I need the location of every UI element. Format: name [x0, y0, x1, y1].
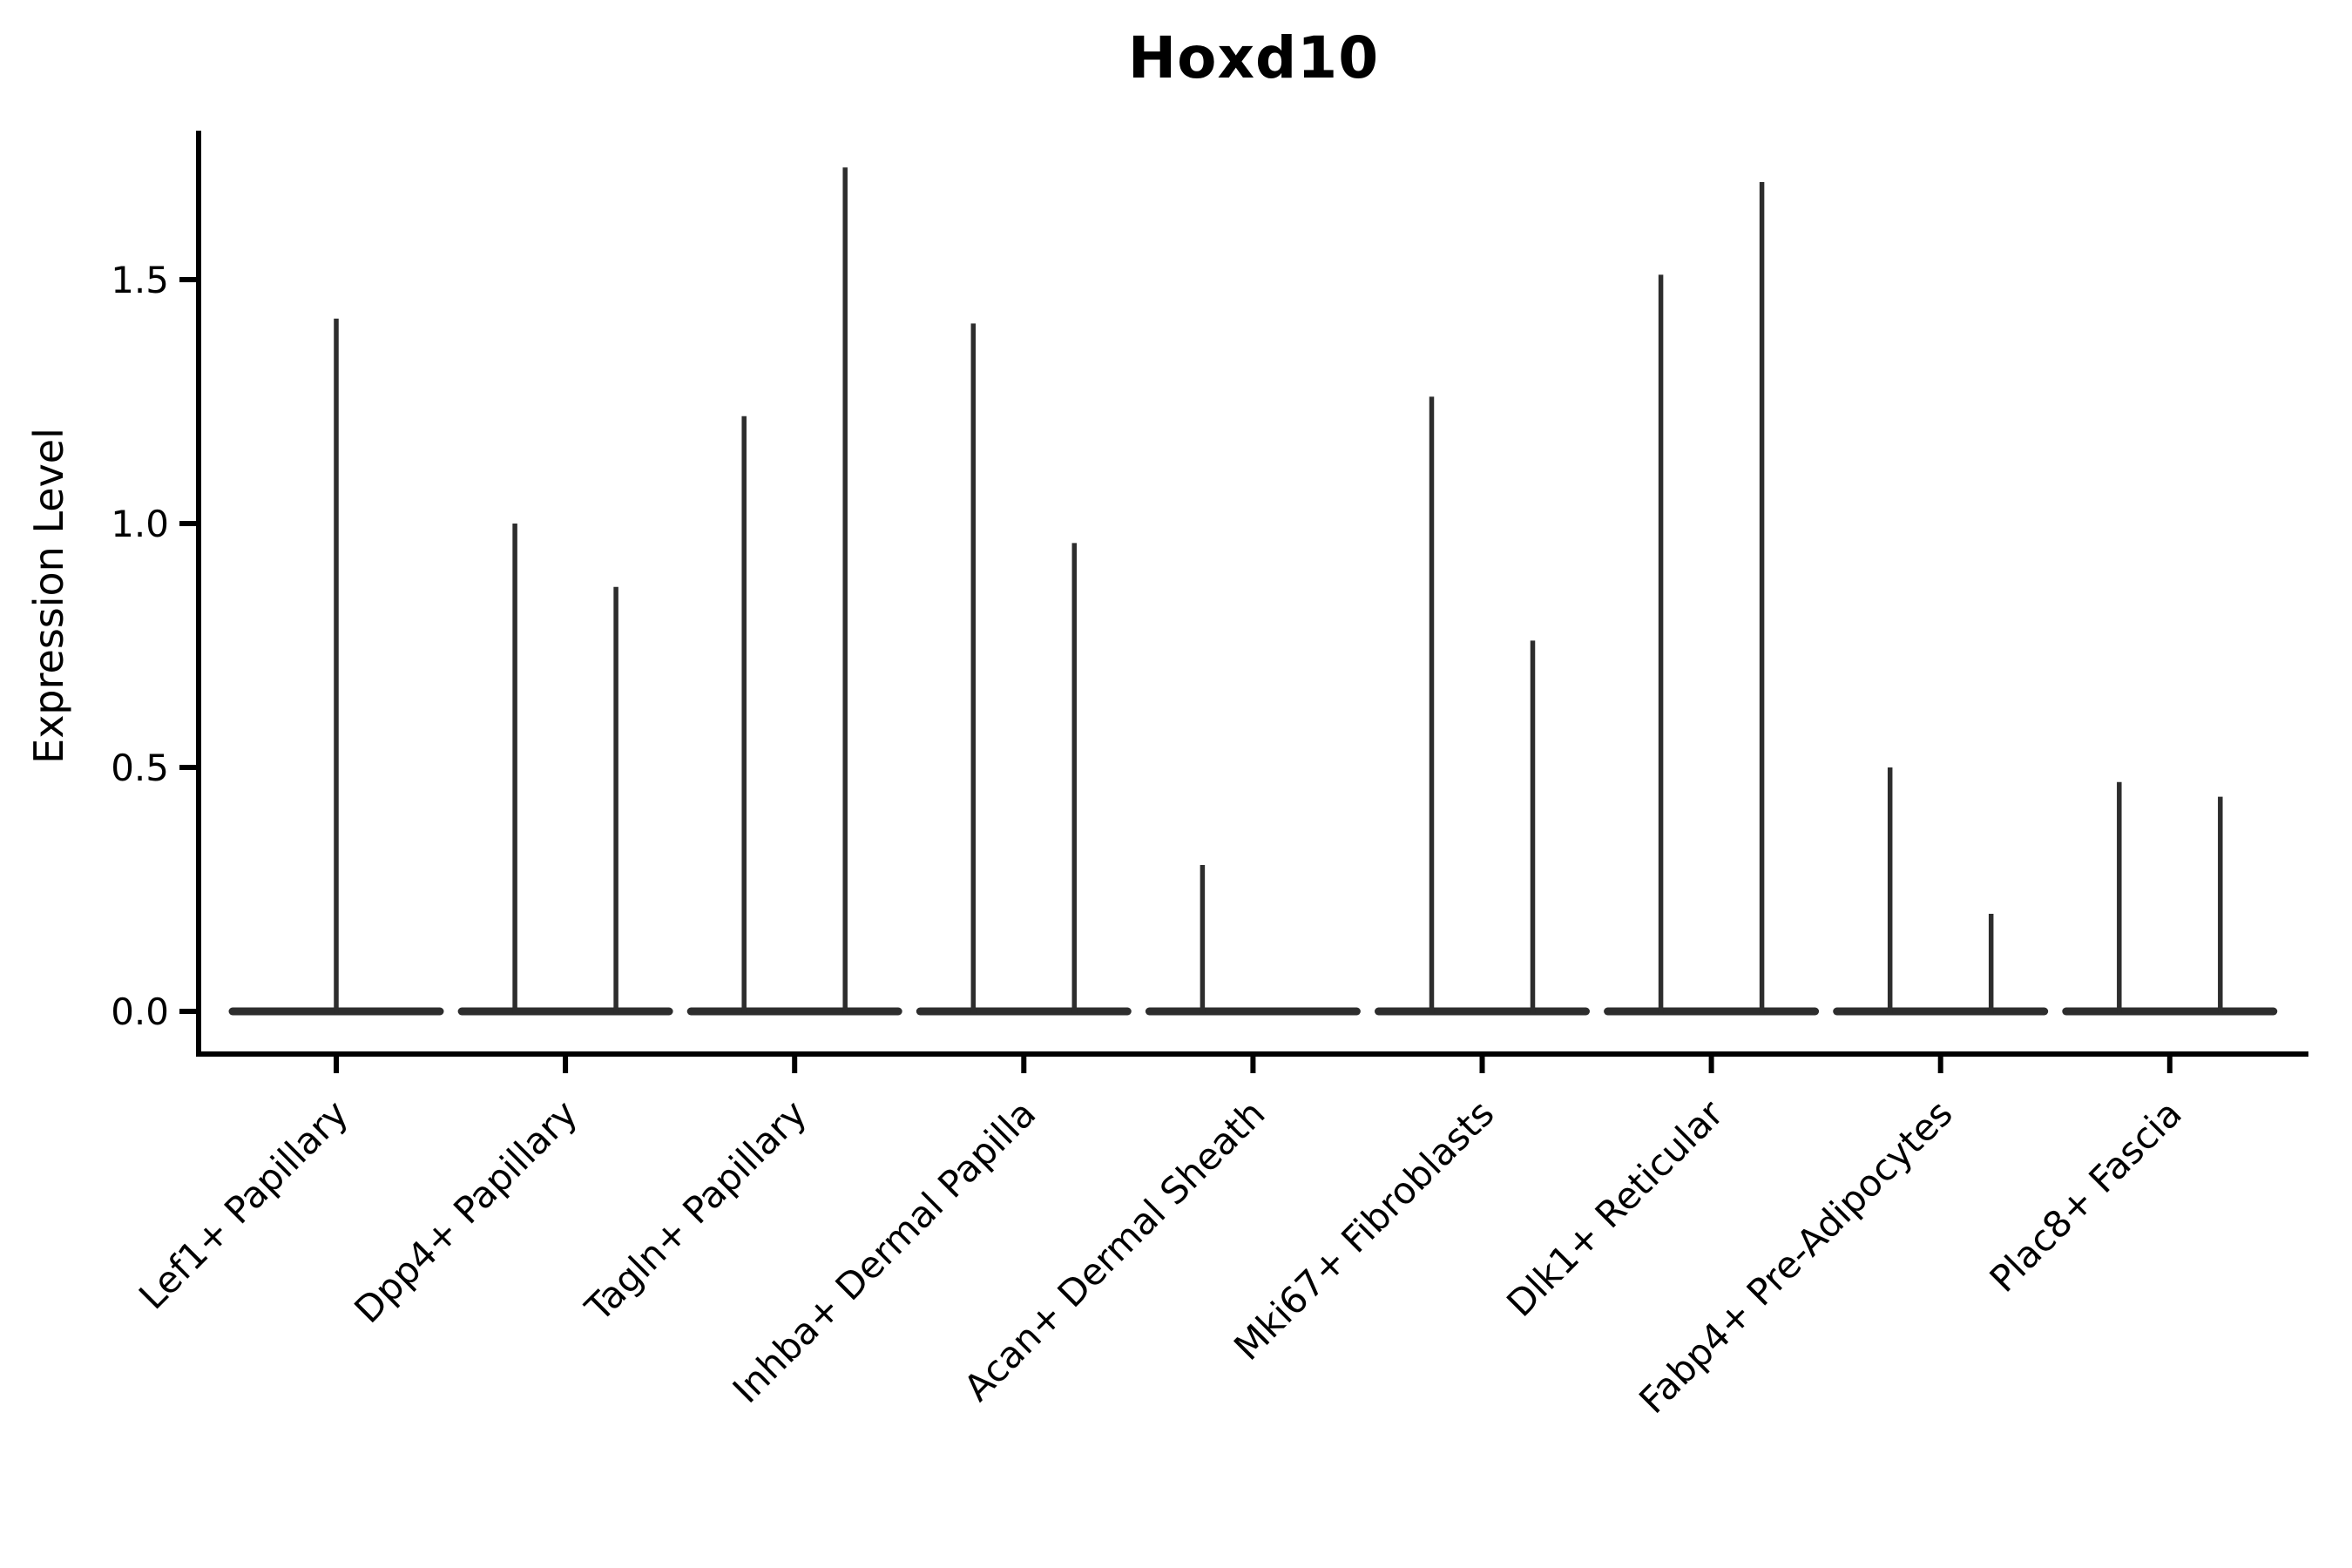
x-category-label: Dlk1+ Reticular	[1498, 1092, 1732, 1325]
chart-title: Hoxd10	[1127, 24, 1380, 91]
x-category-label: Tagln+ Papillary	[577, 1092, 814, 1329]
x-category-label: Dpp4+ Papillary	[346, 1092, 585, 1331]
x-category-label: Lef1+ Papillary	[131, 1092, 356, 1317]
y-tick-label: 0.5	[111, 747, 169, 789]
x-category-label: Plac8+ Fascia	[1982, 1092, 2190, 1300]
y-tick-label: 1.5	[111, 259, 169, 301]
y-tick-label: 1.0	[111, 503, 169, 545]
axes-spines	[196, 131, 2308, 1057]
x-category-label: Mki67+ Fibroblasts	[1226, 1092, 1502, 1368]
y-tick-label: 0.0	[111, 990, 169, 1033]
